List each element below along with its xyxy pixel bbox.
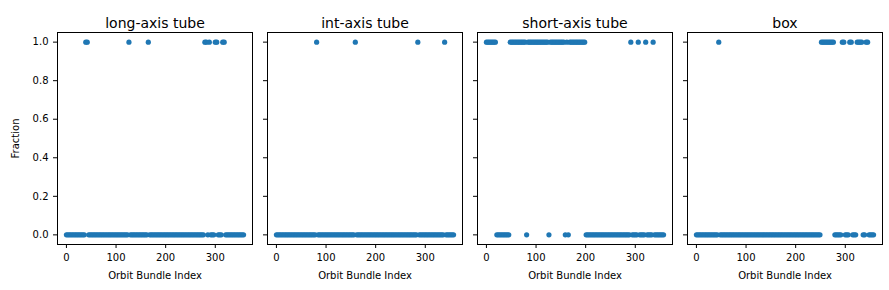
svg-text:0.6: 0.6: [33, 113, 49, 124]
svg-text:Orbit Bundle Index: Orbit Bundle Index: [738, 270, 832, 281]
svg-text:0: 0: [483, 252, 489, 263]
svg-text:Orbit Bundle Index: Orbit Bundle Index: [528, 270, 622, 281]
svg-text:Orbit Bundle Index: Orbit Bundle Index: [108, 270, 202, 281]
svg-text:100: 100: [107, 252, 126, 263]
svg-text:0.8: 0.8: [33, 75, 49, 86]
svg-text:0.2: 0.2: [33, 191, 49, 202]
svg-text:short-axis tube: short-axis tube: [522, 15, 627, 31]
svg-text:200: 200: [576, 252, 595, 263]
svg-text:300: 300: [626, 252, 645, 263]
svg-text:300: 300: [416, 252, 435, 263]
svg-text:1.0: 1.0: [33, 36, 49, 47]
svg-text:0.4: 0.4: [33, 152, 49, 163]
svg-text:200: 200: [156, 252, 175, 263]
svg-text:300: 300: [206, 252, 225, 263]
svg-text:200: 200: [366, 252, 385, 263]
svg-text:0.0: 0.0: [33, 229, 49, 240]
svg-text:0: 0: [693, 252, 699, 263]
svg-text:int-axis tube: int-axis tube: [321, 15, 409, 31]
svg-text:200: 200: [786, 252, 805, 263]
svg-text:Orbit Bundle Index: Orbit Bundle Index: [318, 270, 412, 281]
svg-text:100: 100: [527, 252, 546, 263]
svg-text:0: 0: [63, 252, 69, 263]
svg-text:100: 100: [317, 252, 336, 263]
svg-text:Fraction: Fraction: [10, 119, 21, 159]
svg-text:300: 300: [836, 252, 855, 263]
svg-text:box: box: [772, 15, 797, 31]
svg-text:0: 0: [273, 252, 279, 263]
svg-text:long-axis tube: long-axis tube: [105, 15, 205, 31]
svg-text:100: 100: [737, 252, 756, 263]
